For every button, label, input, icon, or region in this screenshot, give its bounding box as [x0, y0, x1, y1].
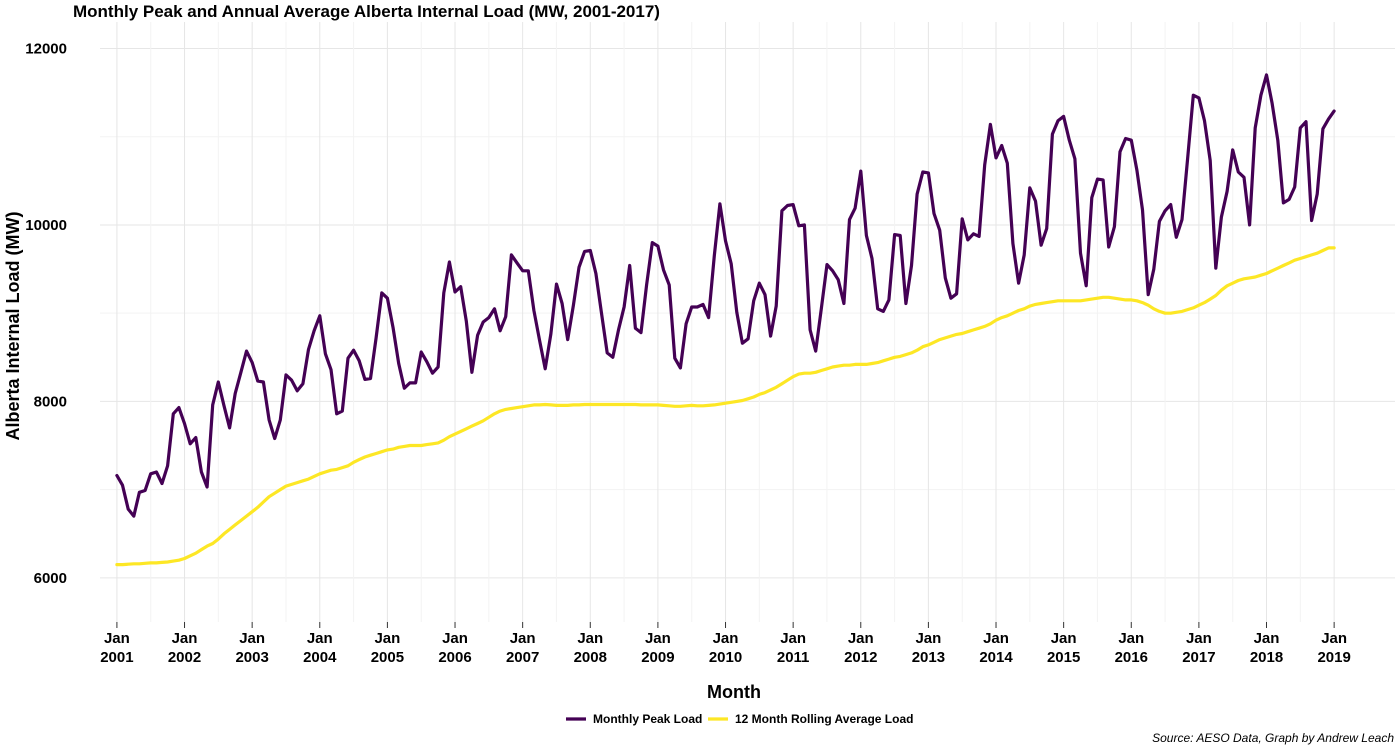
- x-tick-label-month: Jan: [1118, 630, 1144, 647]
- x-tick-label-year: 2002: [168, 649, 201, 666]
- series-lines: [115, 73, 1336, 567]
- y-tick-label: 6000: [34, 570, 67, 587]
- x-tick-label-month: Jan: [983, 630, 1009, 647]
- x-tick-label-month: Jan: [374, 630, 400, 647]
- x-tick-label-year: 2004: [303, 649, 337, 666]
- x-tick-label-year: 2008: [574, 649, 607, 666]
- x-tick-label-month: Jan: [510, 630, 536, 647]
- x-tick-label-year: 2016: [1115, 649, 1148, 666]
- x-tick-label-month: Jan: [172, 630, 198, 647]
- x-tick-label-month: Jan: [239, 630, 265, 647]
- x-tick-label-month: Jan: [915, 630, 941, 647]
- series-line-1: [115, 246, 1336, 567]
- y-axis-ticks: 6000 8000 10000 12000: [25, 40, 67, 586]
- x-tick-label-year: 2011: [777, 649, 810, 666]
- x-tick-label-month: Jan: [307, 630, 333, 647]
- series-line-0: [115, 73, 1336, 518]
- gridlines: [100, 22, 1395, 622]
- x-tick-label-year: 2007: [506, 649, 539, 666]
- x-tick-label-year: 2015: [1047, 649, 1080, 666]
- legend-label: Monthly Peak Load: [593, 712, 702, 726]
- y-tick-label: 8000: [34, 393, 67, 410]
- x-tick-label-year: 2018: [1250, 649, 1283, 666]
- chart-title: Monthly Peak and Annual Average Alberta …: [73, 2, 660, 21]
- x-tick-label-year: 2013: [912, 649, 945, 666]
- x-tick-label-year: 2012: [844, 649, 877, 666]
- x-tick-label-month: Jan: [1051, 630, 1077, 647]
- legend: Monthly Peak Load 12 Month Rolling Averag…: [566, 712, 913, 726]
- x-tick-label-month: Jan: [577, 630, 603, 647]
- x-tick-label-year: 2003: [235, 649, 268, 666]
- y-axis-title: Alberta Internal Load (MW): [3, 211, 23, 440]
- x-tick-label-year: 2005: [371, 649, 404, 666]
- x-tick-label-year: 2010: [709, 649, 742, 666]
- x-axis-title: Month: [707, 682, 761, 702]
- x-tick-label-month: Jan: [780, 630, 806, 647]
- x-tick-label-year: 2001: [100, 649, 133, 666]
- x-tick-label-month: Jan: [1186, 630, 1212, 647]
- x-tick-label-month: Jan: [713, 630, 739, 647]
- x-tick-label-month: Jan: [1321, 630, 1347, 647]
- x-axis-ticks: Jan 2001 Jan 2002 Jan 2003 Jan 2004 Jan 2005 Jan 20…: [100, 622, 1351, 666]
- x-tick-label-year: 2017: [1182, 649, 1215, 666]
- x-tick-label-year: 2014: [979, 649, 1013, 666]
- x-tick-label-month: Jan: [1254, 630, 1280, 647]
- x-tick-label-year: 2019: [1317, 649, 1350, 666]
- x-tick-label-month: Jan: [442, 630, 468, 647]
- x-tick-label-month: Jan: [848, 630, 874, 647]
- x-tick-label-year: 2006: [438, 649, 471, 666]
- source-caption: Source: AESO Data, Graph by Andrew Leach: [1152, 731, 1394, 745]
- x-tick-label-month: Jan: [645, 630, 671, 647]
- x-tick-label-year: 2009: [641, 649, 674, 666]
- y-tick-label: 10000: [25, 217, 67, 234]
- x-tick-label-month: Jan: [104, 630, 130, 647]
- y-tick-label: 12000: [25, 40, 67, 57]
- legend-label: 12 Month Rolling Average Load: [735, 712, 913, 726]
